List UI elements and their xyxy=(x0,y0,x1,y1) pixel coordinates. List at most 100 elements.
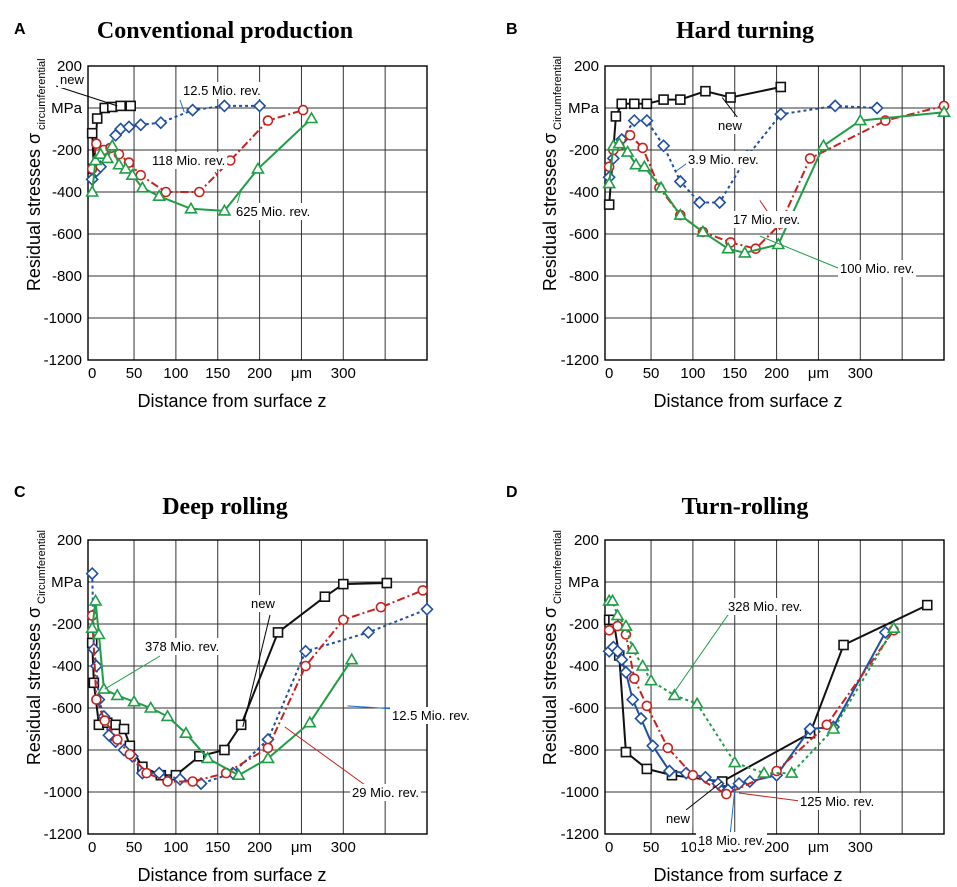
data-point xyxy=(616,98,628,110)
data-point xyxy=(828,99,842,113)
x-tick-label: 0 xyxy=(88,839,96,856)
y-unit-label: MPa xyxy=(568,574,600,591)
annotation: 378 Mio. rev. xyxy=(104,638,222,690)
data-point xyxy=(662,742,674,754)
data-point xyxy=(143,700,158,713)
data-point xyxy=(134,118,148,132)
data-point xyxy=(124,748,136,760)
data-point xyxy=(612,136,627,149)
data-point xyxy=(937,105,951,117)
annotation-label: 625 Mio. rev. xyxy=(236,204,310,219)
annotation-leader xyxy=(284,726,366,786)
annotation: new xyxy=(716,97,745,134)
annotation-label: 378 Mio. rev. xyxy=(145,639,219,654)
data-point xyxy=(803,722,817,736)
data-point xyxy=(162,776,173,787)
x-tick-label: 300 xyxy=(848,365,873,382)
data-point xyxy=(100,151,115,164)
data-point xyxy=(179,726,193,739)
data-point xyxy=(272,627,284,638)
x-tick-label: 0 xyxy=(605,365,613,382)
data-point xyxy=(252,99,267,113)
data-point xyxy=(673,174,687,189)
y-axis-label-text: Residual stresses σ xyxy=(24,607,44,765)
y-unit-label: MPa xyxy=(51,574,83,591)
data-point xyxy=(603,624,615,636)
annotation-leader xyxy=(179,99,185,113)
x-tick-label: 200 xyxy=(247,839,272,856)
y-tick-label: -400 xyxy=(52,658,82,675)
annotation-label: 3.9 Mio. rev. xyxy=(688,152,759,167)
series-29-mio-rev xyxy=(86,585,429,787)
data-point xyxy=(97,682,111,694)
x-tick-label: 50 xyxy=(643,839,660,856)
x-tick-label: 150 xyxy=(722,365,747,382)
annotation: 17 Mio. rev. xyxy=(731,200,802,231)
annotation: new xyxy=(55,71,118,107)
data-point xyxy=(771,765,782,777)
y-tick-label: -600 xyxy=(52,700,82,717)
x-tick-label: 50 xyxy=(126,839,143,856)
series-line xyxy=(609,604,928,783)
y-tick-label: -800 xyxy=(52,742,82,759)
data-point xyxy=(127,694,141,707)
x-tick-label: 100 xyxy=(163,365,188,382)
annotation-label: 17 Mio. rev. xyxy=(733,212,800,227)
annotation-background xyxy=(731,211,802,228)
plot-frame xyxy=(87,65,428,361)
annotation-background xyxy=(249,595,278,612)
series-line xyxy=(91,582,387,777)
data-point xyxy=(610,644,625,658)
data-point xyxy=(85,566,99,581)
data-point xyxy=(420,602,434,616)
panel-letter: B xyxy=(506,21,518,38)
data-point xyxy=(627,113,641,128)
data-point xyxy=(298,644,313,658)
data-point xyxy=(644,673,658,686)
x-tick-label: 0 xyxy=(605,839,613,856)
data-point xyxy=(713,195,727,210)
data-point xyxy=(646,739,660,753)
y-axis-label-subscript: Circumferential xyxy=(36,530,48,604)
y-tick-label: -400 xyxy=(52,184,82,201)
series-new xyxy=(603,599,933,787)
data-point xyxy=(261,751,275,764)
annotation-background xyxy=(150,152,228,169)
annotation-background xyxy=(664,810,693,827)
data-point xyxy=(727,755,742,768)
annotation-leader xyxy=(671,611,731,696)
data-point xyxy=(251,161,265,174)
panel-title: Hard turning xyxy=(676,18,814,44)
y-unit-label: MPa xyxy=(51,100,83,117)
data-point xyxy=(122,120,136,134)
annotation-label: 18 Mio. rev. xyxy=(698,833,765,848)
y-axis-label: Residual stresses σ Circumferential xyxy=(24,530,48,765)
data-point xyxy=(696,224,710,237)
data-point xyxy=(297,104,309,116)
y-tick-label: -400 xyxy=(569,658,599,675)
data-point xyxy=(112,157,126,170)
data-point xyxy=(620,746,632,758)
x-axis-label: Distance from surface z xyxy=(653,865,842,885)
x-axis-label: Distance from surface z xyxy=(653,391,842,411)
data-point xyxy=(656,139,671,153)
x-tick-label: 50 xyxy=(643,365,660,382)
panel-letter: C xyxy=(14,484,26,501)
data-point xyxy=(118,161,133,174)
annotation-label: 29 Mio. rev. xyxy=(352,785,419,800)
data-point xyxy=(304,111,319,124)
annotation-leader xyxy=(104,655,161,690)
annotation-background xyxy=(143,638,222,655)
data-point xyxy=(187,776,198,787)
x-tick-label: 200 xyxy=(247,365,272,382)
data-point xyxy=(160,709,175,722)
y-tick-label: -1000 xyxy=(561,784,599,801)
series-new xyxy=(603,81,787,210)
data-point xyxy=(86,610,98,621)
data-point xyxy=(757,766,771,778)
series-328-mio-rev xyxy=(602,593,901,778)
x-axis-label: Distance from surface z xyxy=(137,391,326,411)
panel-title: Conventional production xyxy=(97,18,353,44)
plot-frame xyxy=(604,539,945,835)
